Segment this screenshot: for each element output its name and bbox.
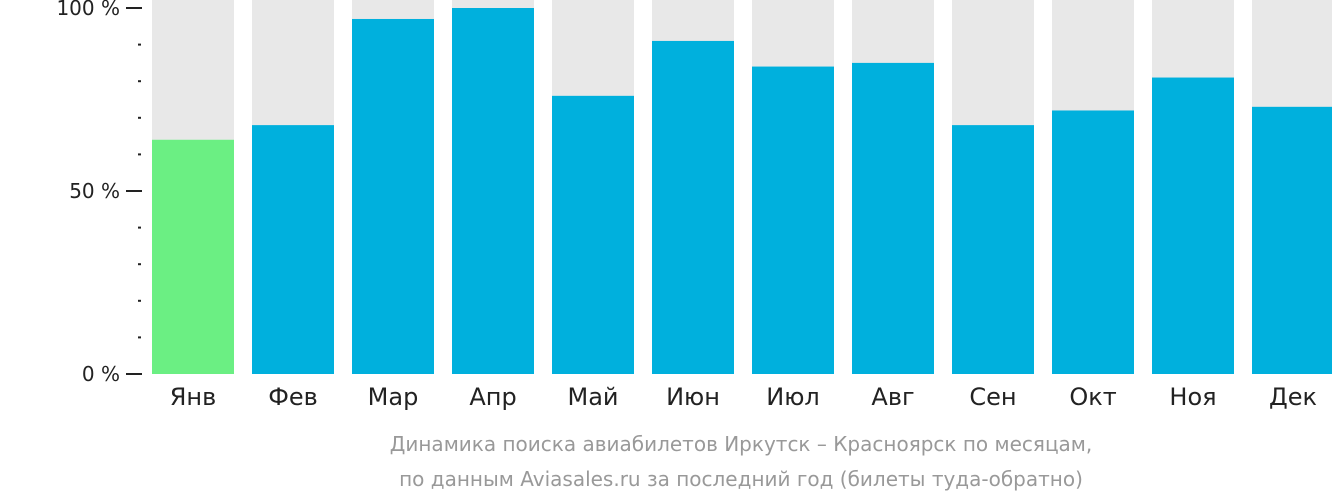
bar — [452, 8, 534, 374]
bar-chart: 0 % 50 % 100 % Янв Фев Мар Апр Май Июн Июл Авг Сен… — [56, 0, 1332, 411]
x-tick-label: Авг — [871, 383, 914, 411]
bar — [952, 125, 1034, 375]
bar — [1252, 106, 1332, 374]
x-tick-label: Дек — [1269, 383, 1317, 411]
value-bars-layer — [152, 8, 1332, 375]
bar — [1152, 77, 1234, 374]
bar — [252, 125, 334, 375]
bar — [852, 62, 934, 375]
x-tick-label: Май — [567, 383, 618, 411]
x-tick-label: Апр — [469, 383, 516, 411]
x-tick-label: Ноя — [1169, 383, 1216, 411]
bar — [152, 139, 234, 374]
x-tick-label: Мар — [368, 383, 419, 411]
bar — [1052, 110, 1134, 374]
y-tick-label: 0 % — [82, 362, 120, 386]
y-axis: 0 % 50 % 100 % — [56, 0, 142, 386]
x-tick-label: Июн — [666, 383, 720, 411]
bar — [352, 18, 434, 374]
x-axis-labels: Янв Фев Мар Апр Май Июн Июл Авг Сен Окт Ноя Дек — [170, 383, 1317, 411]
x-tick-label: Сен — [969, 383, 1016, 411]
y-tick-label: 100 % — [56, 0, 120, 20]
chart-caption-line-2: по данным Aviasales.ru за последний год … — [399, 467, 1083, 491]
x-tick-label: Фев — [268, 383, 318, 411]
x-tick-label: Окт — [1069, 383, 1116, 411]
x-tick-label: Янв — [170, 383, 217, 411]
x-tick-label: Июл — [766, 383, 820, 411]
bar — [652, 40, 734, 374]
y-tick-label: 50 % — [69, 179, 120, 203]
bar — [752, 66, 834, 374]
bar — [552, 95, 634, 374]
chart-caption-line-1: Динамика поиска авиабилетов Иркутск – Кр… — [389, 432, 1093, 456]
